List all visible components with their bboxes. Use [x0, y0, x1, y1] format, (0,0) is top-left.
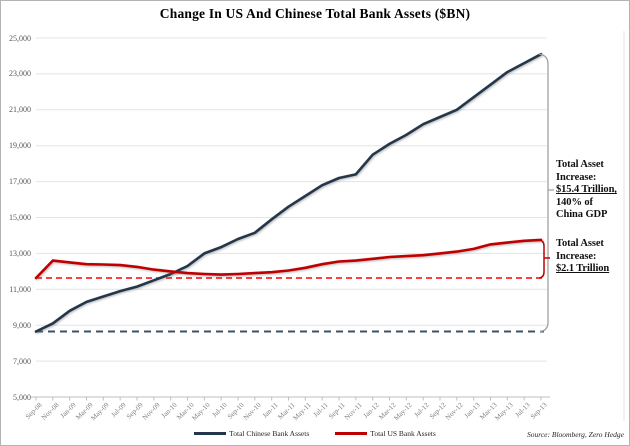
y-axis-tick-label: 15,000 [9, 213, 31, 222]
y-axis-tick-label: 5,000 [13, 392, 31, 402]
y-axis-tick-label: 17,000 [9, 177, 31, 187]
annotation-line: Total Asset [556, 238, 604, 249]
legend-label-us: Total US Bank Assets [370, 429, 436, 438]
legend: Total Chinese Bank Assets Total US Bank … [1, 427, 629, 440]
us-increase-bracket [538, 239, 550, 279]
annotation-us-asset-increase: Total Asset Increase: $2.1 Trillion [556, 238, 609, 276]
legend-item-chinese: Total Chinese Bank Assets [194, 429, 309, 438]
chinese-increase-bracket [538, 53, 554, 333]
y-axis-tick-label: 23,000 [9, 69, 31, 79]
y-axis-tick-label: 21,000 [9, 105, 31, 115]
legend-label-chinese: Total Chinese Bank Assets [229, 429, 310, 438]
annotation-line-underlined: $15.4 Trillion, [556, 184, 617, 196]
y-axis-tick-label: 7,000 [13, 356, 31, 366]
source-note: Source: Bloomberg, Zero Hedge [526, 430, 624, 439]
annotation-line-underlined: $2.1 Trillion [556, 263, 610, 275]
annotation-china-asset-increase: Total Asset Increase: $15.4 Trillion, 14… [556, 159, 617, 222]
chinese-series-line [34, 52, 543, 333]
annotation-line: 140% of [556, 196, 593, 208]
us-series-line [34, 238, 543, 280]
chinese-series-marker [194, 432, 227, 435]
legend-item-us: Total US Bank Assets [335, 429, 436, 438]
annotation-line: China GDP [556, 209, 608, 221]
annotation-line: Increase: [556, 250, 597, 262]
annotation-line: Total Asset [556, 159, 604, 170]
y-axis-tick-label: 25,000 [9, 33, 31, 43]
annotation-line: Increase: [556, 171, 597, 183]
y-axis-tick-label: 19,000 [9, 141, 31, 151]
y-axis-tick-label: 13,000 [9, 248, 31, 258]
chart-title: Change In US And Chinese Total Bank Asse… [159, 6, 471, 21]
us-series-marker [335, 432, 368, 435]
y-axis-tick-label: 9,000 [13, 320, 31, 330]
y-axis-tick-label: 11,000 [9, 284, 31, 294]
